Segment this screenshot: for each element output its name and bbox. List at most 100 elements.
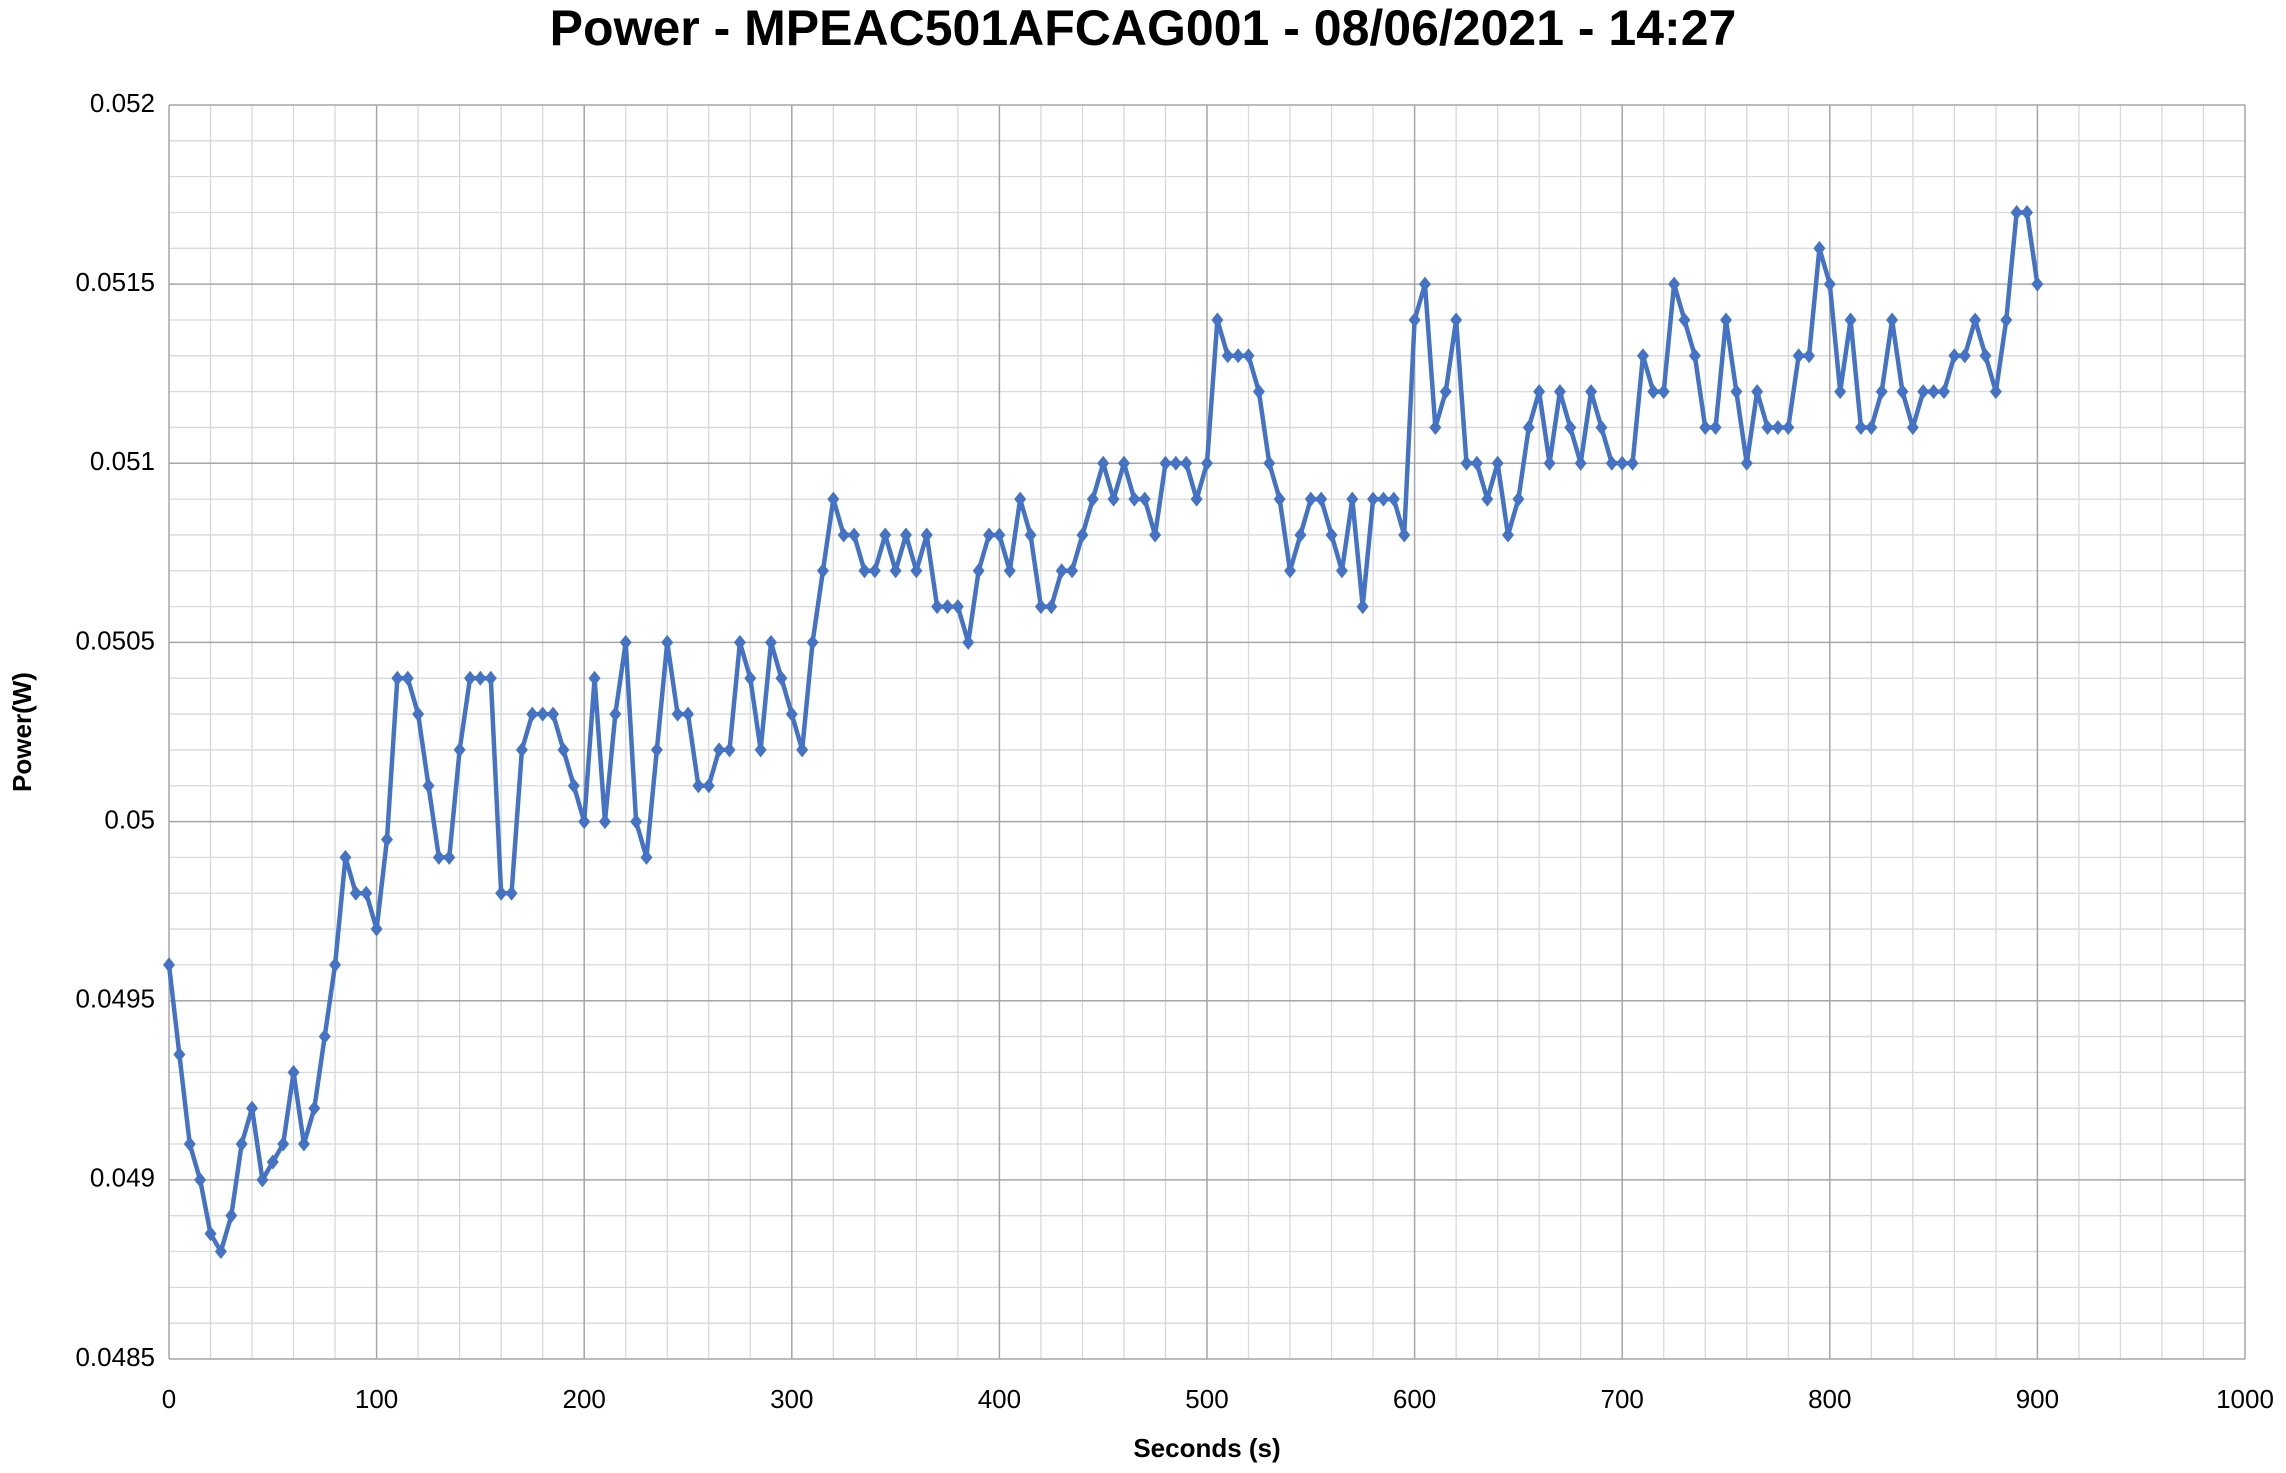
marker (868, 563, 881, 579)
marker (1522, 419, 1535, 435)
marker (567, 778, 580, 794)
marker (1647, 384, 1660, 400)
marker (391, 670, 404, 686)
marker (1325, 527, 1338, 543)
marker (785, 706, 798, 722)
y-tick-label: 0.0515 (75, 267, 155, 297)
marker (879, 527, 892, 543)
marker (1117, 455, 1130, 471)
marker (1367, 491, 1380, 507)
marker (588, 670, 601, 686)
marker (163, 957, 175, 973)
marker (1865, 419, 1878, 435)
marker (1730, 384, 1743, 400)
x-tick-label: 500 (1185, 1384, 1228, 1414)
marker (754, 742, 767, 758)
marker (1252, 384, 1265, 400)
marker (1481, 491, 1494, 507)
y-tick-label: 0.052 (90, 88, 155, 118)
marker (1574, 455, 1587, 471)
marker (1149, 527, 1162, 543)
marker (1097, 455, 1110, 471)
marker (1553, 384, 1566, 400)
marker (775, 670, 788, 686)
marker (733, 634, 746, 650)
marker (1533, 384, 1546, 400)
marker (931, 599, 944, 615)
marker (1190, 491, 1203, 507)
marker (983, 527, 996, 543)
marker (1398, 527, 1411, 543)
marker (1346, 491, 1359, 507)
x-tick-label: 600 (1393, 1384, 1436, 1414)
marker (650, 742, 663, 758)
marker (287, 1064, 300, 1080)
marker (515, 742, 528, 758)
marker (1813, 240, 1826, 256)
marker (1771, 419, 1784, 435)
y-tick-label: 0.05 (104, 804, 155, 834)
y-tick-label: 0.0505 (75, 625, 155, 655)
marker (848, 527, 861, 543)
marker (225, 1208, 238, 1224)
marker (598, 814, 611, 830)
marker (277, 1136, 290, 1152)
marker (682, 706, 694, 722)
marker (1418, 276, 1431, 292)
marker (671, 706, 684, 722)
marker (256, 1172, 269, 1188)
marker (1657, 384, 1670, 400)
marker (1886, 312, 1899, 328)
marker (1543, 455, 1556, 471)
marker (1917, 384, 1930, 400)
marker (609, 706, 622, 722)
marker (972, 563, 985, 579)
marker (1304, 491, 1317, 507)
marker (1180, 455, 1193, 471)
marker (1803, 348, 1816, 364)
marker (173, 1046, 186, 1062)
marker (1242, 348, 1255, 364)
marker (1585, 384, 1598, 400)
marker (889, 563, 902, 579)
x-tick-label: 200 (563, 1384, 606, 1414)
marker (1875, 384, 1888, 400)
marker (1616, 455, 1629, 471)
marker (2021, 204, 2034, 220)
marker (1688, 348, 1701, 364)
marker (1595, 419, 1608, 435)
marker (505, 885, 518, 901)
marker (1969, 312, 1982, 328)
marker (1169, 455, 1182, 471)
marker (1823, 276, 1836, 292)
marker (702, 778, 715, 794)
marker (183, 1136, 196, 1152)
marker (360, 885, 373, 901)
marker (204, 1226, 217, 1242)
marker (401, 670, 414, 686)
marker (1460, 455, 1473, 471)
marker (443, 849, 456, 865)
x-axis-title: Seconds (s) (1133, 1433, 1280, 1463)
marker (1844, 312, 1857, 328)
marker (920, 527, 933, 543)
y-tick-label: 0.049 (90, 1163, 155, 1193)
marker (1751, 384, 1764, 400)
marker (1470, 455, 1483, 471)
marker (1294, 527, 1307, 543)
marker (308, 1100, 321, 1116)
marker (453, 742, 466, 758)
marker (1720, 312, 1732, 328)
x-tick-label: 300 (770, 1384, 813, 1414)
marker (1512, 491, 1525, 507)
marker (993, 527, 1006, 543)
marker (941, 599, 954, 615)
marker (951, 599, 964, 615)
x-tick-label: 1000 (2216, 1384, 2274, 1414)
marker (1491, 455, 1504, 471)
marker (578, 814, 591, 830)
marker (713, 742, 726, 758)
